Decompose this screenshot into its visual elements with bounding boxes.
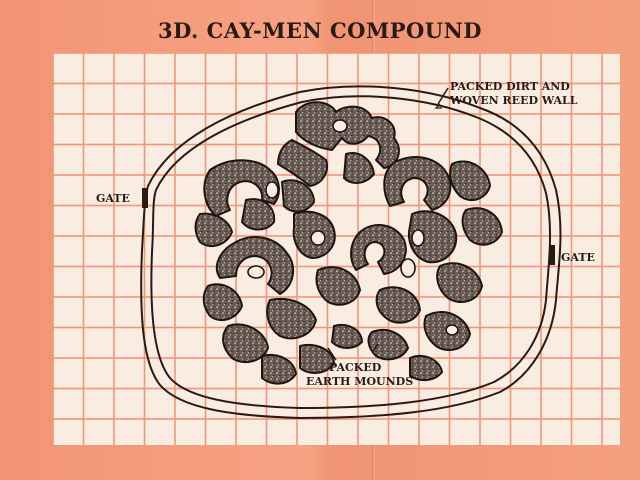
gate-right-marker [549, 245, 555, 265]
mound-openings [247, 119, 459, 336]
label-pointers [327, 87, 449, 361]
wall-label-line1: PACKED DIRT AND [450, 80, 570, 93]
map-title: 3D. CAY-MEN COMPOUND [157, 18, 483, 43]
gate-left-label: GATE [96, 192, 130, 205]
gate-left-marker [142, 188, 148, 208]
mounds-label-line2: EARTH MOUNDS [306, 375, 413, 388]
gate-right-label: GATE [561, 251, 595, 264]
wall-label-line2: WOVEN REED WALL [449, 94, 578, 107]
mounds-label-line1: PACKED [329, 361, 382, 374]
compound-wall [140, 85, 562, 420]
earth-mounds [194, 101, 503, 385]
